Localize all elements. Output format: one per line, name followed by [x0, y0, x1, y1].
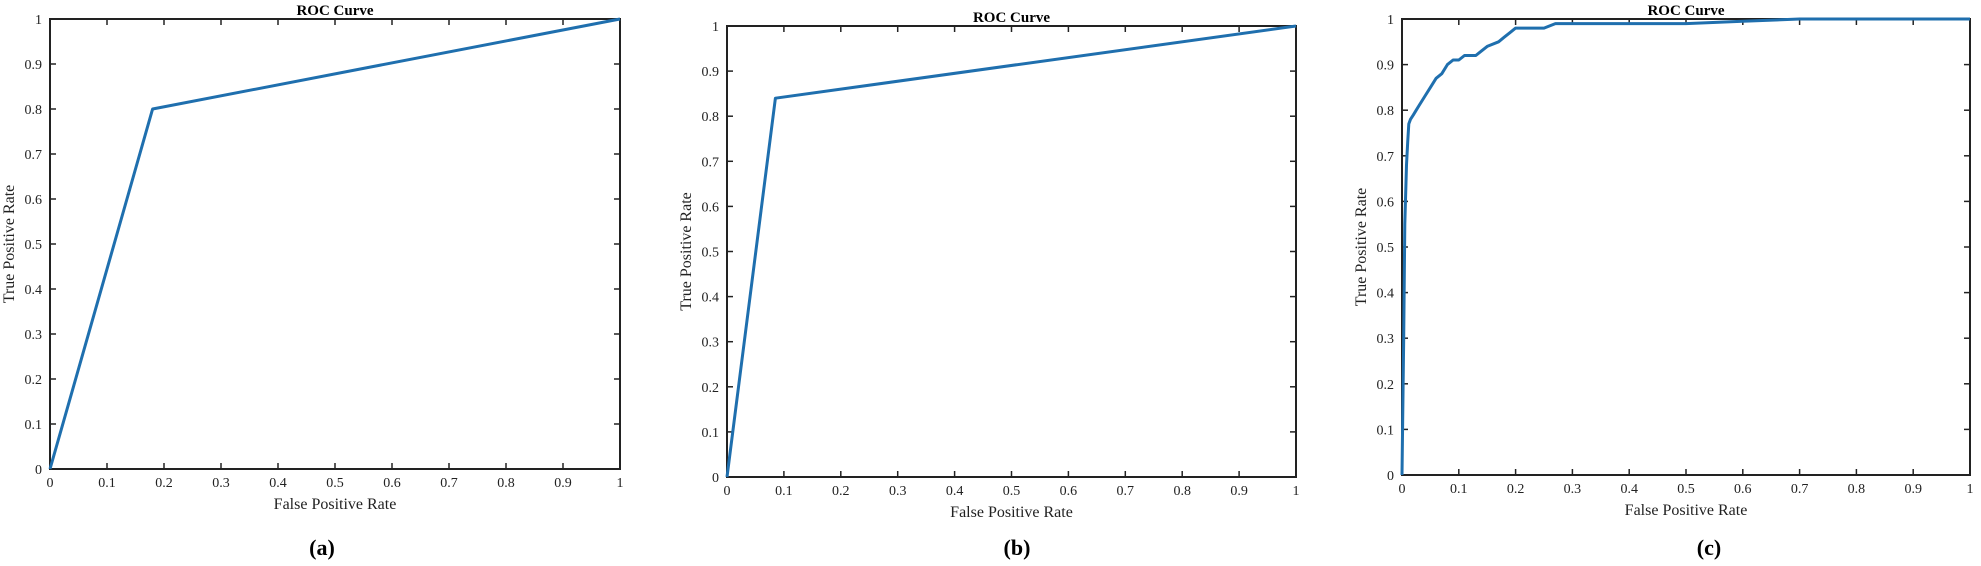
- x-tick-label: 1: [1293, 484, 1300, 499]
- y-tick-label: 0.4: [1377, 287, 1395, 302]
- y-tick-label: 1: [35, 13, 42, 28]
- x-tick-label: 0.4: [1620, 482, 1638, 497]
- chart-title: ROC Curve: [973, 10, 1050, 26]
- y-tick-label: 0.5: [1377, 241, 1395, 256]
- x-tick-label: 0: [724, 484, 731, 499]
- y-tick-label: 0.1: [25, 418, 43, 433]
- x-axis-label: False Positive Rate: [1625, 502, 1748, 519]
- y-axis-label: True Positive Rate: [678, 192, 695, 311]
- x-tick-label: 0.8: [497, 476, 515, 491]
- y-tick-label: 0.2: [702, 381, 720, 396]
- roc-panel-3: 0 0.1 0.2 0.3 0.4 0.5 0.6 0.7 0.8 0.9 1 0 0.1 0.2 0.3 0…: [1353, 3, 1974, 519]
- x-tick-label: 0.7: [1791, 482, 1809, 497]
- x-tick-label: 0.3: [212, 476, 230, 491]
- x-tick-label: 0.5: [1677, 482, 1695, 497]
- y-tick-label: 0.8: [1377, 104, 1395, 119]
- plot-area: [49, 18, 621, 470]
- caption-c: (c): [1696, 535, 1722, 560]
- roc-curve-line: [725, 24, 1297, 478]
- y-tick-label: 0.8: [25, 103, 43, 118]
- y-tick-label: 0.7: [25, 148, 43, 163]
- chart-title: ROC Curve: [1647, 3, 1724, 19]
- y-tick-label: 0.8: [702, 110, 720, 125]
- chart-title: ROC Curve: [296, 3, 373, 19]
- plot-area: [1401, 18, 1971, 476]
- y-tick-label: 0.1: [1377, 423, 1395, 438]
- y-tick-label: 0.9: [25, 58, 43, 73]
- y-tick-label: 0.5: [25, 238, 43, 253]
- x-tick-label: 0.8: [1173, 484, 1191, 499]
- x-tick-label: 0.6: [1734, 482, 1752, 497]
- y-tick-label: 0.9: [702, 65, 720, 80]
- x-tick-label: 0.9: [554, 476, 572, 491]
- y-tick-label: 0.7: [702, 155, 720, 170]
- y-tick-label: 0.5: [702, 246, 720, 261]
- x-tick-label: 0.9: [1230, 484, 1248, 499]
- y-tick-label: 0.9: [1377, 59, 1395, 74]
- caption-a: (a): [309, 535, 335, 560]
- y-tick-label: 0: [712, 471, 719, 486]
- y-tick-label: 0.4: [25, 283, 43, 298]
- x-tick-label: 0.5: [1003, 484, 1021, 499]
- x-axis-label: False Positive Rate: [950, 504, 1073, 521]
- x-tick-label: 0.7: [1117, 484, 1135, 499]
- y-tick-label: 1: [1387, 13, 1394, 28]
- y-axis-label: True Positive Rate: [1, 185, 18, 304]
- x-tick-label: 0: [47, 476, 54, 491]
- x-tick-label: 0.2: [155, 476, 173, 491]
- x-tick-label: 0.6: [383, 476, 401, 491]
- y-axis-label: True Positive Rate: [1353, 188, 1370, 307]
- y-tick-label: 0.7: [1377, 150, 1395, 165]
- y-tick-label: 0.3: [1377, 332, 1395, 347]
- roc-curve-line: [48, 17, 621, 470]
- y-tick-label: 0.3: [25, 328, 43, 343]
- roc-curve-line: [1400, 17, 1970, 476]
- x-tick-label: 0.1: [775, 484, 793, 499]
- x-tick-label: 0.4: [946, 484, 964, 499]
- x-tick-label: 0.6: [1060, 484, 1078, 499]
- y-tick-label: 0.1: [702, 426, 720, 441]
- x-tick-label: 0: [1399, 482, 1406, 497]
- x-tick-label: 0.2: [832, 484, 850, 499]
- y-tick-label: 0.2: [1377, 378, 1395, 393]
- x-axis-label: False Positive Rate: [274, 496, 397, 513]
- x-tick-label: 0.4: [269, 476, 287, 491]
- roc-panel-1: 0 0.1 0.2 0.3 0.4 0.5 0.6 0.7 0.8 0.9 1 0 0.1 0.2 0.3 0…: [1, 3, 624, 513]
- x-tick-label: 0.2: [1507, 482, 1525, 497]
- x-tick-label: 0.3: [889, 484, 907, 499]
- roc-panel-2: 0 0.1 0.2 0.3 0.4 0.5 0.6 0.7 0.8 0.9 1 0 0.1 0.2 0.3 0…: [678, 10, 1300, 521]
- x-tick-label: 1: [617, 476, 624, 491]
- x-tick-label: 0.9: [1904, 482, 1922, 497]
- y-tick-label: 0: [1387, 469, 1394, 484]
- x-tick-label: 0.7: [440, 476, 458, 491]
- x-tick-label: 0.1: [98, 476, 116, 491]
- x-tick-label: 0.5: [326, 476, 344, 491]
- y-tick-label: 1: [712, 20, 719, 35]
- y-tick-label: 0: [35, 463, 42, 478]
- x-tick-label: 0.8: [1848, 482, 1866, 497]
- x-tick-label: 1: [1967, 482, 1974, 497]
- y-tick-label: 0.6: [25, 193, 43, 208]
- y-tick-label: 0.6: [1377, 195, 1395, 210]
- x-tick-label: 0.1: [1450, 482, 1468, 497]
- y-tick-label: 0.2: [25, 373, 43, 388]
- y-tick-label: 0.4: [702, 291, 720, 306]
- y-tick-label: 0.3: [702, 336, 720, 351]
- caption-b: (b): [1003, 535, 1031, 560]
- x-tick-label: 0.3: [1564, 482, 1582, 497]
- y-tick-label: 0.6: [702, 200, 720, 215]
